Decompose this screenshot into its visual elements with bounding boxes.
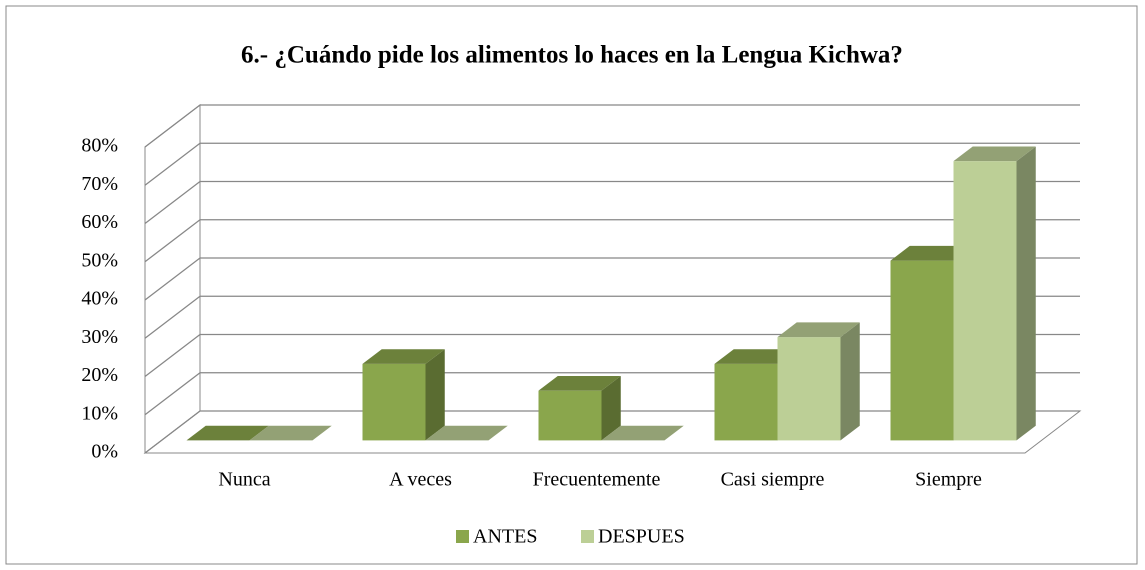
grid-line	[144, 104, 1080, 148]
y-tick-label: 10%	[81, 402, 118, 424]
y-tick-label: 40%	[81, 288, 118, 310]
bar-top	[601, 425, 684, 441]
legend-swatch	[581, 530, 594, 543]
y-tick-label: 70%	[81, 173, 118, 195]
bar-front	[953, 161, 1017, 441]
bar-top	[186, 425, 269, 441]
bar-top	[425, 425, 508, 441]
y-tick-label: 80%	[81, 135, 118, 157]
legend-label: ANTES	[473, 526, 537, 548]
bar-front	[538, 390, 602, 441]
grid-line	[144, 142, 1080, 186]
y-tick-label: 0%	[91, 441, 118, 463]
bar-side	[1016, 146, 1036, 441]
bar-side	[425, 349, 445, 441]
bar-top	[953, 146, 1036, 162]
y-tick-label: 60%	[81, 211, 118, 233]
bar-top	[538, 375, 621, 391]
legend-label: DESPUES	[598, 526, 685, 548]
grid-line	[144, 219, 1080, 263]
chart-title: 6.- ¿Cuándo pide los alimentos lo haces …	[241, 42, 903, 69]
bar-front	[714, 363, 778, 441]
bar-top	[714, 349, 797, 364]
y-tick-label: 20%	[81, 364, 118, 386]
grid-line	[144, 257, 1080, 301]
bar-side	[840, 322, 860, 441]
bar-top	[890, 245, 973, 261]
y-tick-label: 50%	[81, 249, 118, 271]
bar-front	[890, 260, 954, 441]
bar-top	[777, 322, 860, 338]
x-tick-label: Siempre	[915, 469, 982, 491]
bar-top	[249, 425, 332, 441]
grid-line	[144, 180, 1080, 225]
x-tick-label: Nunca	[218, 469, 270, 491]
x-tick-label: Frecuentemente	[533, 469, 661, 491]
bar-front	[362, 363, 426, 441]
bar-side	[601, 375, 621, 441]
x-tick-label: A veces	[389, 469, 452, 491]
grid-line	[144, 295, 1080, 339]
legend-swatch	[456, 530, 469, 543]
x-tick-label: Casi siempre	[721, 469, 825, 491]
bar-top	[362, 349, 445, 364]
y-tick-label: 30%	[81, 326, 118, 348]
bar-front	[777, 337, 841, 441]
